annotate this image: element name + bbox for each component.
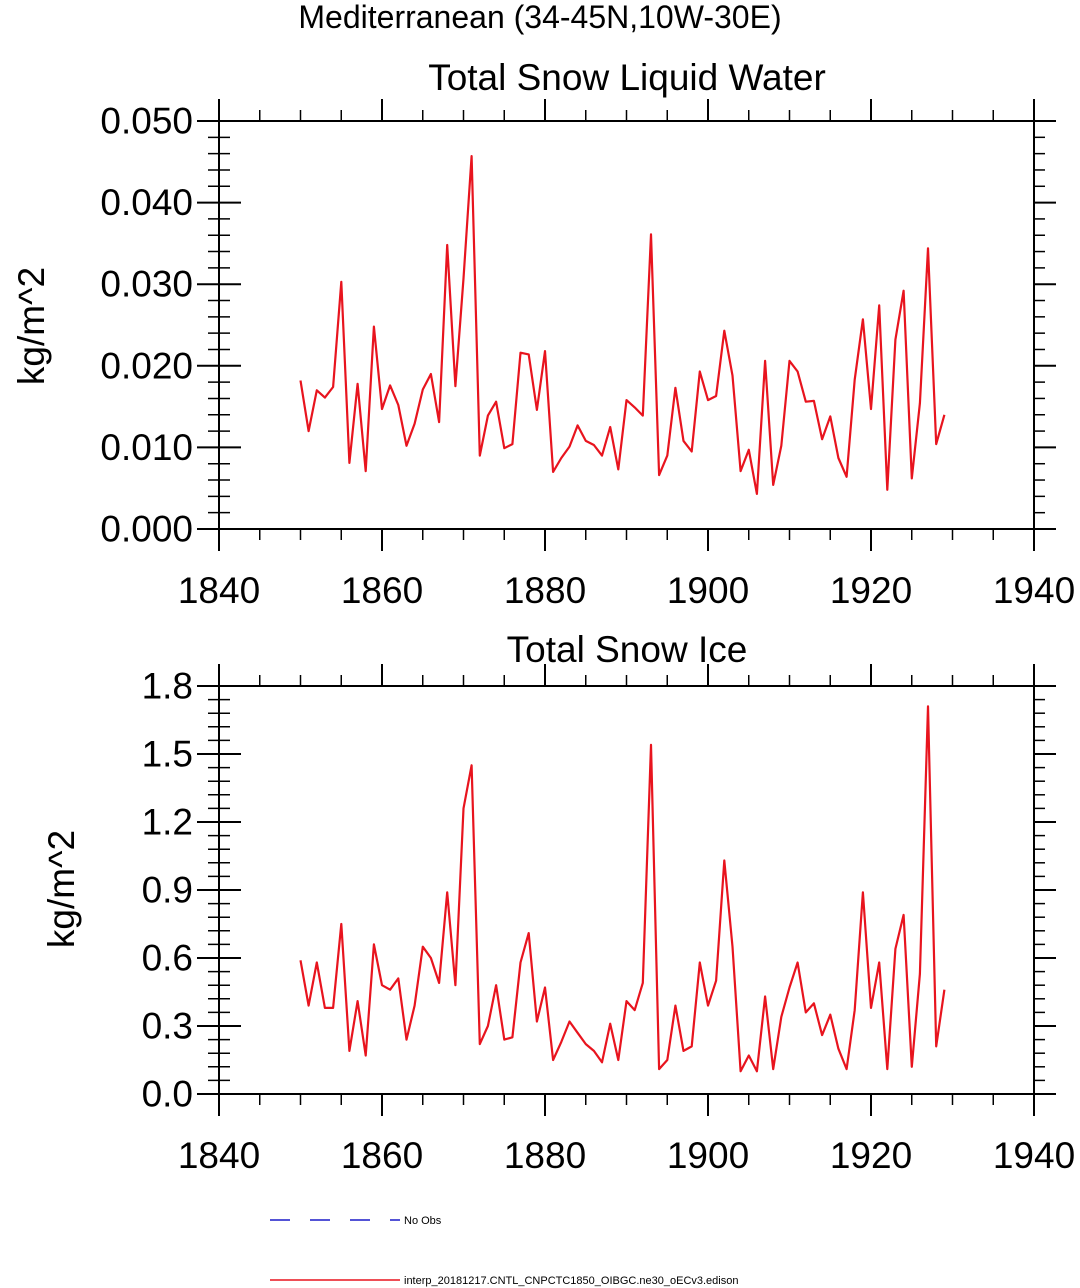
figure-title: Mediterranean (34-45N,10W-30E) xyxy=(298,0,781,35)
y-tick-label: 0.6 xyxy=(142,938,193,979)
panel-snow-ice: Total Snow Ice kg/m^2 0.0 0.3 0.6 0.9 1.2 1.5… xyxy=(41,629,1075,1176)
x-tick-label: 1940 xyxy=(993,1135,1075,1176)
legend-label-no-obs: No Obs xyxy=(404,1215,442,1227)
y-tick-label: 1.8 xyxy=(142,666,193,707)
y-tick-labels: 0.000 0.010 0.020 0.030 0.040 0.050 xyxy=(100,101,193,550)
y-tick-label: 0.010 xyxy=(100,427,193,468)
y-tick-label: 0.040 xyxy=(100,182,193,223)
y-axis-label: kg/m^2 xyxy=(41,830,82,948)
x-tick-label: 1900 xyxy=(667,570,749,611)
series-layer xyxy=(299,705,946,1073)
series-layer xyxy=(299,155,946,495)
x-tick-label: 1840 xyxy=(178,1135,260,1176)
x-tick-label: 1840 xyxy=(178,570,260,611)
y-axis-label-group: kg/m^2 xyxy=(41,830,82,948)
legend-label-model: interp_20181217.CNTL_CNPCTC1850_OIBGC.ne… xyxy=(404,1275,738,1287)
x-tick-label: 1860 xyxy=(341,1135,423,1176)
y-tick-label: 0.030 xyxy=(100,264,193,305)
plot-frame xyxy=(218,120,1035,530)
y-tick-label: 0.0 xyxy=(142,1074,193,1115)
y-tick-label: 0.000 xyxy=(100,509,193,550)
ticks-layer xyxy=(197,99,1056,551)
x-tick-label: 1880 xyxy=(504,570,586,611)
y-axis-label: kg/m^2 xyxy=(11,267,52,385)
x-tick-label: 1900 xyxy=(667,1135,749,1176)
x-tick-labels: 1840 1860 1880 1900 1920 1940 xyxy=(178,570,1075,611)
y-tick-label: 0.020 xyxy=(100,345,193,386)
y-tick-label: 0.3 xyxy=(142,1006,193,1047)
panel-snow-liquid-water: Total Snow Liquid Water kg/m^2 0.000 0.01… xyxy=(11,57,1075,611)
panel-title: Total Snow Ice xyxy=(507,629,748,670)
x-tick-label: 1940 xyxy=(993,570,1075,611)
x-tick-labels: 1840 1860 1880 1900 1920 1940 xyxy=(178,1135,1075,1176)
y-axis-label-group: kg/m^2 xyxy=(11,267,52,385)
y-tick-label: 1.2 xyxy=(142,802,193,843)
series-line xyxy=(299,155,946,495)
y-tick-labels: 0.0 0.3 0.6 0.9 1.2 1.5 1.8 xyxy=(142,666,193,1115)
y-tick-label: 0.9 xyxy=(142,870,193,911)
x-tick-label: 1880 xyxy=(504,1135,586,1176)
y-tick-label: 1.5 xyxy=(142,734,193,775)
series-line xyxy=(299,705,946,1073)
y-tick-label: 0.050 xyxy=(100,101,193,142)
x-tick-label: 1860 xyxy=(341,570,423,611)
x-tick-label: 1920 xyxy=(830,1135,912,1176)
x-tick-label: 1920 xyxy=(830,570,912,611)
plot-frame xyxy=(218,685,1035,1095)
panel-title: Total Snow Liquid Water xyxy=(428,57,826,98)
legend: No Obs interp_20181217.CNTL_CNPCTC1850_O… xyxy=(270,1215,738,1287)
